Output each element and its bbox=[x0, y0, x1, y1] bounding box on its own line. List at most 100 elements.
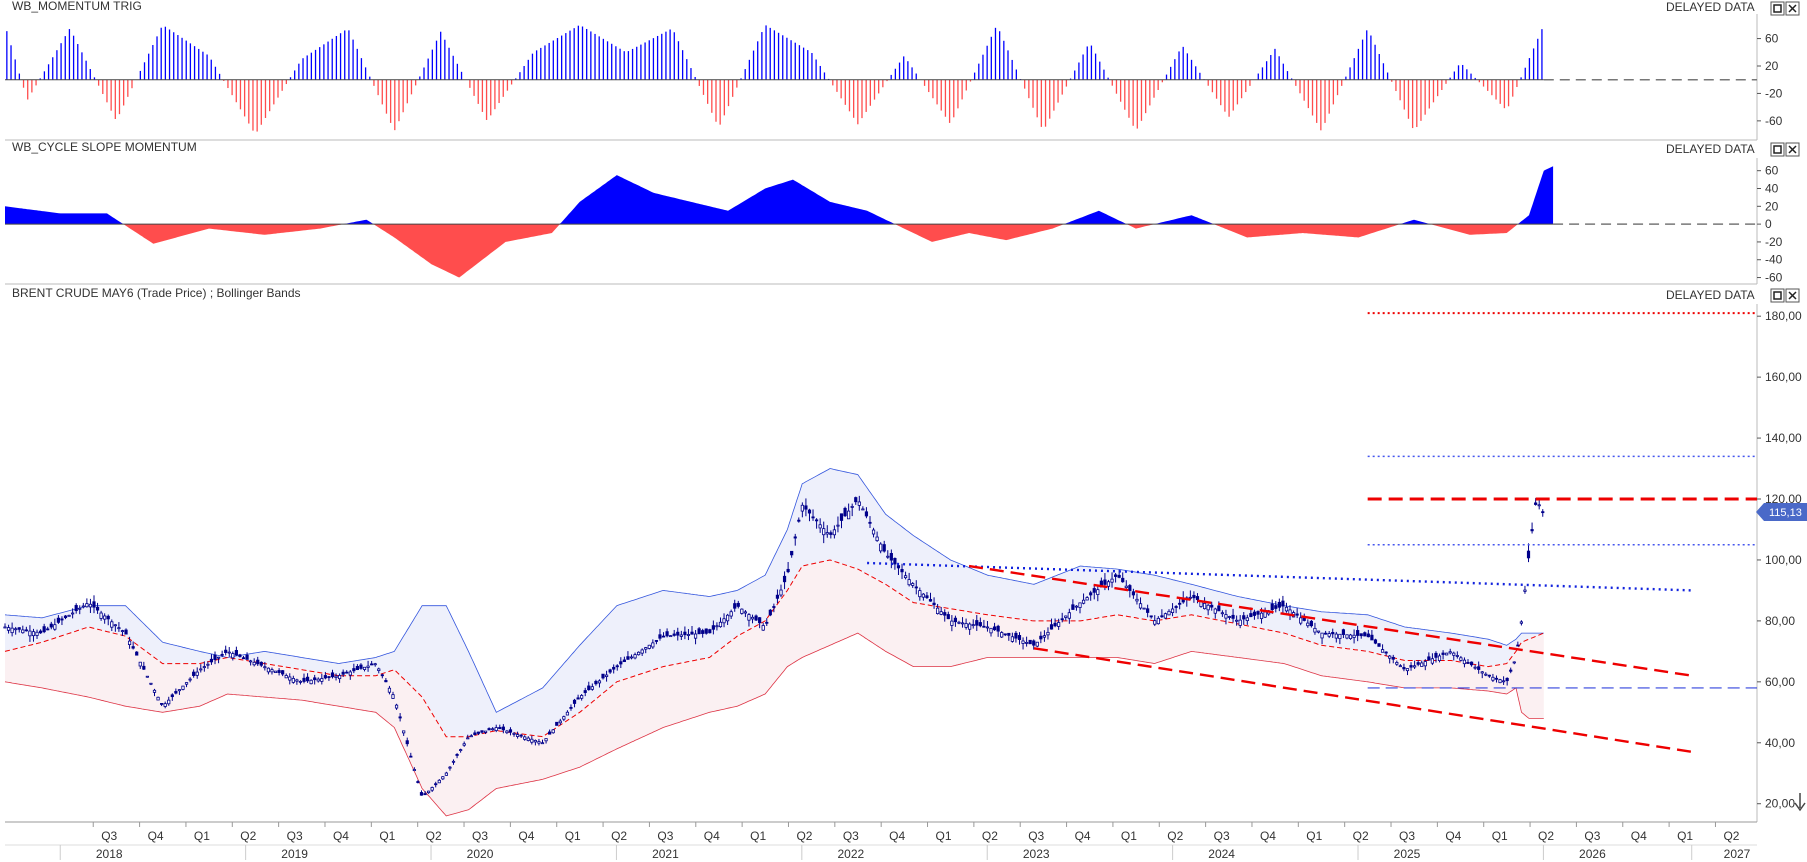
candle-body bbox=[1039, 635, 1043, 640]
candle-body bbox=[1494, 677, 1499, 680]
close-button[interactable] bbox=[1785, 142, 1800, 157]
candle-body bbox=[341, 671, 345, 675]
candle-body bbox=[1202, 602, 1207, 610]
panel-title: BRENT CRUDE MAY6 (Trade Price) ; Bolling… bbox=[12, 286, 301, 300]
candle-body bbox=[911, 583, 915, 586]
candle-body bbox=[1117, 574, 1121, 578]
candle-body bbox=[715, 625, 719, 628]
upper-band-fill bbox=[5, 468, 1544, 737]
quarter-label: Q2 bbox=[1167, 829, 1183, 843]
candle-body bbox=[1071, 604, 1075, 610]
candle-body bbox=[384, 680, 388, 683]
candle-body bbox=[1235, 619, 1239, 622]
candle-body bbox=[416, 781, 420, 783]
candle-body bbox=[1352, 634, 1356, 638]
candle-body bbox=[683, 631, 687, 636]
candle-body bbox=[637, 651, 641, 656]
maximize-button[interactable] bbox=[1770, 142, 1785, 157]
candle-body bbox=[1170, 608, 1175, 614]
candle-body bbox=[1192, 594, 1196, 599]
candle-body bbox=[1324, 632, 1328, 635]
candle-body bbox=[562, 716, 566, 720]
candle-body bbox=[1213, 608, 1217, 614]
candle-body bbox=[42, 626, 46, 633]
candle-body bbox=[1135, 598, 1139, 602]
quarter-label: Q2 bbox=[1353, 829, 1369, 843]
cycle-slope-y-axis: 60 40 20 0 -20 -40 -60 bbox=[1757, 164, 1783, 285]
candle-body bbox=[932, 602, 936, 606]
candle-body bbox=[1003, 633, 1007, 636]
candle-body bbox=[1509, 669, 1513, 672]
maximize-button[interactable] bbox=[1770, 1, 1785, 16]
price-series bbox=[3, 495, 1545, 796]
candle-body bbox=[1441, 652, 1445, 655]
quarter-label: Q3 bbox=[101, 829, 117, 843]
candle-body bbox=[1316, 630, 1321, 633]
candle-body bbox=[1452, 652, 1456, 656]
candle-body bbox=[1366, 633, 1370, 638]
close-button[interactable] bbox=[1785, 1, 1800, 16]
candle-body bbox=[170, 694, 174, 698]
candle-body bbox=[679, 634, 683, 637]
quarter-label: Q3 bbox=[287, 829, 303, 843]
candle-body bbox=[370, 663, 374, 666]
candle-body bbox=[1306, 622, 1310, 627]
candle-body bbox=[92, 601, 96, 608]
candle-body bbox=[202, 666, 206, 668]
quarter-label: Q1 bbox=[1677, 829, 1693, 843]
delayed-data-label: DELAYED DATA bbox=[1666, 142, 1755, 156]
candle-body bbox=[259, 661, 263, 666]
candle-body bbox=[35, 631, 39, 636]
candle-body bbox=[583, 690, 587, 693]
candle-body bbox=[295, 679, 299, 682]
candle-body bbox=[49, 623, 53, 628]
lower-band-line bbox=[4, 632, 1544, 817]
candle-body bbox=[494, 727, 498, 731]
candle-body bbox=[1477, 666, 1481, 670]
candle-body bbox=[651, 642, 655, 648]
quarter-label: Q1 bbox=[379, 829, 395, 843]
candle-body bbox=[1380, 649, 1385, 653]
candle-body bbox=[907, 579, 911, 586]
candle-body bbox=[857, 501, 861, 506]
candle-body bbox=[483, 730, 488, 733]
candle-body bbox=[330, 672, 335, 678]
candle-body bbox=[1295, 613, 1299, 616]
candle-body bbox=[996, 625, 1000, 632]
candle-body bbox=[1466, 662, 1470, 664]
candle-body bbox=[249, 660, 253, 663]
candle-body bbox=[1398, 665, 1402, 668]
candle-body bbox=[1423, 661, 1427, 667]
maximize-button[interactable] bbox=[1770, 288, 1785, 303]
year-label: 2018 bbox=[96, 847, 123, 861]
candle-body bbox=[900, 569, 904, 573]
year-label: 2024 bbox=[1208, 847, 1235, 861]
candle-body bbox=[63, 615, 68, 619]
candle-body bbox=[768, 609, 772, 616]
candle-body bbox=[569, 707, 573, 709]
candle-body bbox=[754, 615, 758, 621]
quarter-label: Q4 bbox=[1445, 829, 1461, 843]
candle-body bbox=[277, 670, 281, 673]
candle-body bbox=[736, 602, 740, 607]
candle-body bbox=[1416, 662, 1420, 665]
close-button[interactable] bbox=[1785, 288, 1800, 303]
candle-body bbox=[448, 766, 452, 769]
candle-body bbox=[1064, 615, 1068, 618]
candle-body bbox=[1106, 581, 1111, 587]
quarter-label: Q1 bbox=[1306, 829, 1322, 843]
y-tick-label: 120,00 bbox=[1765, 492, 1802, 506]
scroll-arrow-icon[interactable] bbox=[1794, 793, 1806, 812]
candle-body bbox=[338, 675, 342, 680]
cycle-slope-panel: WB_CYCLE SLOPE MOMENTUM DELAYED DATA 60 4… bbox=[5, 140, 1800, 285]
candle-body bbox=[871, 529, 876, 535]
candle-body bbox=[1103, 579, 1107, 585]
candle-body bbox=[1274, 605, 1278, 609]
candle-body bbox=[989, 627, 993, 634]
candle-body bbox=[423, 793, 427, 796]
candle-body bbox=[886, 555, 890, 558]
quarter-label: Q2 bbox=[1723, 829, 1739, 843]
candle-body bbox=[394, 704, 399, 709]
year-label: 2025 bbox=[1394, 847, 1421, 861]
candle-body bbox=[1534, 502, 1538, 505]
